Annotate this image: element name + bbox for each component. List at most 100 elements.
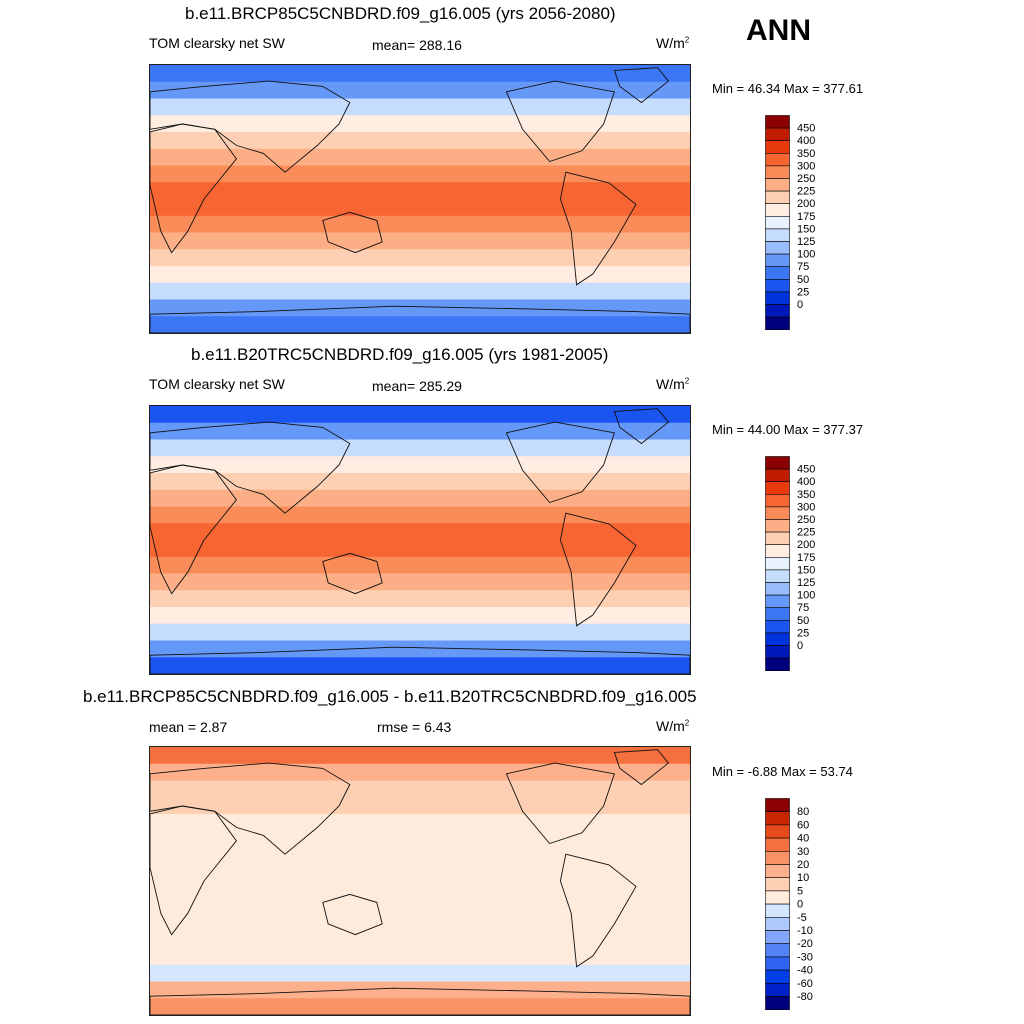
panel3-colorbar: 80 60 40 30 20 10 5 0 -5 -10 -20 -30 -40 -60 -80 bbox=[765, 798, 835, 1013]
panel3-band-6 bbox=[150, 847, 690, 865]
panel1-map bbox=[149, 64, 691, 334]
panel1-colorbar-swatch-0 bbox=[765, 115, 790, 129]
panel1-band-9 bbox=[150, 215, 690, 233]
panel2-band-6 bbox=[150, 506, 690, 524]
panel2-units-sup: 2 bbox=[684, 376, 690, 386]
panel2-band-2 bbox=[150, 439, 690, 457]
panel3-colorbar-label-2: 40 bbox=[797, 833, 809, 845]
panel1-band-1 bbox=[150, 81, 690, 99]
panel1-band-3 bbox=[150, 115, 690, 133]
panel2-colorbar: 450 400 350 300 250 225 200 175 150 125 100 75 50 25 0 bbox=[765, 456, 835, 674]
panel3-colorbar-swatch-3 bbox=[765, 837, 790, 852]
panel2-coastline-6 bbox=[150, 646, 690, 674]
panel2-band-4 bbox=[150, 473, 690, 491]
panel1-colorbar-swatch-9 bbox=[765, 228, 790, 242]
panel2-colorbar-swatch-14 bbox=[765, 632, 790, 646]
panel1-colorbar-label-9: 125 bbox=[797, 236, 815, 248]
panel2-colorbar-label-14: 0 bbox=[797, 640, 803, 652]
panel2-colorbar-swatch-0 bbox=[765, 456, 790, 470]
panel2-colorbar-swatch-12 bbox=[765, 607, 790, 621]
panel3-colorbar-swatch-1 bbox=[765, 811, 790, 826]
panel2-band-15 bbox=[150, 657, 690, 674]
panel2-band-1 bbox=[150, 422, 690, 440]
panel1-band-5 bbox=[150, 148, 690, 166]
panel3-band-11 bbox=[150, 931, 690, 949]
panel3-band-1 bbox=[150, 763, 690, 781]
panel1-mean-label: mean= 288.16 bbox=[372, 37, 462, 53]
panel3-coastline-4 bbox=[559, 853, 637, 968]
panel3-colorbar-swatch-12 bbox=[765, 956, 790, 971]
panel3-minmax: Min = -6.88 Max = 53.74 bbox=[712, 764, 853, 779]
panel3-colorbar-label-13: -60 bbox=[797, 978, 813, 990]
panel3-colorbar-label-9: -10 bbox=[797, 925, 813, 937]
panel3-units-sup: 2 bbox=[684, 718, 690, 728]
panel1-coastline-5 bbox=[613, 67, 670, 104]
panel1-colorbar-label-12: 50 bbox=[797, 274, 809, 286]
panel1-band-2 bbox=[150, 98, 690, 116]
panel2-colorbar-swatch-15 bbox=[765, 645, 790, 659]
panel2-colorbar-label-10: 100 bbox=[797, 590, 815, 602]
panel1-band-6 bbox=[150, 165, 690, 183]
panel3-colorbar-label-3: 30 bbox=[797, 846, 809, 858]
panel1-coastline-1 bbox=[150, 80, 351, 173]
panel3-colorbar-label-6: 5 bbox=[797, 885, 803, 897]
panel2-colorbar-label-9: 125 bbox=[797, 577, 815, 589]
panel3-colorbar-swatch-13 bbox=[765, 969, 790, 984]
panel2-minmax: Min = 44.00 Max = 377.37 bbox=[712, 422, 864, 437]
panel2-colorbar-swatch-9 bbox=[765, 569, 790, 583]
panel1-colorbar-swatch-15 bbox=[765, 304, 790, 318]
panel2-coastline-2 bbox=[322, 552, 383, 595]
panel3-colorbar-swatch-8 bbox=[765, 903, 790, 918]
panel1-colorbar-swatch-5 bbox=[765, 178, 790, 192]
panel1-colorbar-swatch-1 bbox=[765, 127, 790, 142]
panel2-left-label: TOM clearsky net SW bbox=[149, 376, 285, 392]
panel2-band-3 bbox=[150, 456, 690, 474]
panel1-colorbar-swatch-13 bbox=[765, 279, 790, 293]
panel2-band-8 bbox=[150, 540, 690, 558]
panel3-units-base: W/m bbox=[656, 718, 685, 734]
panel2-colorbar-swatch-7 bbox=[765, 544, 790, 558]
panel2-colorbar-label-7: 175 bbox=[797, 552, 815, 564]
season-label: ANN bbox=[746, 14, 811, 47]
panel2-band-11 bbox=[150, 590, 690, 608]
panel3-mean-label: mean = 2.87 bbox=[149, 719, 228, 735]
panel3-band-5 bbox=[150, 830, 690, 848]
panel3-colorbar-swatch-0 bbox=[765, 798, 790, 812]
panel2-coastline-1 bbox=[150, 421, 351, 514]
panel2-colorbar-label-0: 450 bbox=[797, 464, 815, 476]
panel2-colorbar-label-2: 350 bbox=[797, 489, 815, 501]
panel3-colorbar-label-11: -30 bbox=[797, 951, 813, 963]
panel1-colorbar-label-8: 150 bbox=[797, 223, 815, 235]
panel3-band-10 bbox=[150, 914, 690, 932]
panel1-band-10 bbox=[150, 232, 690, 250]
panel1-coastline-2 bbox=[322, 211, 383, 254]
panel2-coastline-5 bbox=[613, 408, 670, 445]
panel2-colorbar-swatch-8 bbox=[765, 557, 790, 571]
panel1-band-15 bbox=[150, 316, 690, 333]
panel2-band-7 bbox=[150, 523, 690, 541]
panel1-colorbar-swatch-4 bbox=[765, 165, 790, 179]
panel3-rmse-label: rmse = 6.43 bbox=[377, 719, 452, 735]
panel1-coastline-3 bbox=[505, 80, 615, 163]
panel1-band-12 bbox=[150, 266, 690, 284]
panel1-colorbar-swatch-12 bbox=[765, 266, 790, 280]
panel3-title: b.e11.BRCP85C5CNBDRD.f09_g16.005 - b.e11… bbox=[83, 687, 697, 706]
panel1-band-0 bbox=[150, 65, 690, 83]
panel2-band-10 bbox=[150, 573, 690, 591]
panel3-band-8 bbox=[150, 881, 690, 899]
panel3-coastline-3 bbox=[505, 762, 615, 845]
panel2-band-13 bbox=[150, 623, 690, 641]
panel1-colorbar-label-10: 100 bbox=[797, 249, 815, 261]
panel3-units: W/m2 bbox=[656, 718, 689, 734]
panel1-colorbar: 450 400 350 300 250 225 200 175 150 125 100 75 50 25 0 bbox=[765, 115, 835, 333]
panel1-colorbar-label-4: 250 bbox=[797, 173, 815, 185]
panel1-units: W/m2 bbox=[656, 35, 689, 51]
panel1-band-13 bbox=[150, 282, 690, 300]
panel3-colorbar-swatch-14 bbox=[765, 983, 790, 997]
panel2-colorbar-swatch-16 bbox=[765, 657, 790, 672]
panel1-colorbar-label-3: 300 bbox=[797, 160, 815, 172]
panel3-colorbar-swatch-15 bbox=[765, 996, 790, 1010]
panel3-band-2 bbox=[150, 780, 690, 798]
panel3-colorbar-label-1: 60 bbox=[797, 819, 809, 831]
panel1-colorbar-swatch-11 bbox=[765, 253, 790, 268]
